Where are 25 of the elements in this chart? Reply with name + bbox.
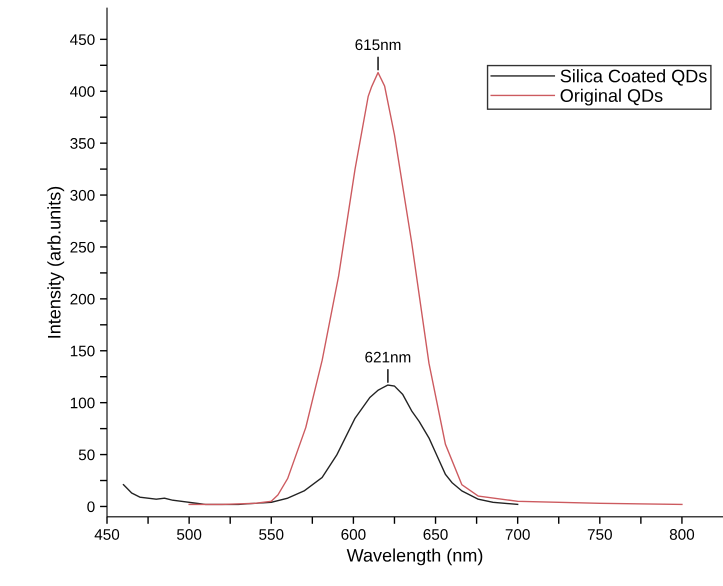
y-tick-label: 100: [70, 398, 95, 408]
x-tick-label: 800: [670, 529, 694, 540]
y-tick-label: 300: [70, 190, 95, 201]
y-tick-label: 200: [70, 294, 95, 305]
x-tick-label: 750: [588, 529, 612, 540]
y-axis-title: Intensity (arb.units): [47, 186, 64, 338]
legend-label: Original QDs: [560, 88, 662, 106]
y-tick-label: 450: [70, 34, 95, 46]
x-tick-label: 600: [341, 529, 366, 540]
y-tick-label: 150: [70, 346, 95, 356]
legend-label: Silica Coated QDs: [560, 69, 707, 86]
x-axis-title: Wavelength (nm): [346, 548, 482, 566]
y-tick-label: 400: [70, 86, 95, 97]
y-tick-label: 0: [87, 501, 95, 512]
x-tick-label: 550: [259, 529, 284, 540]
annotation: 621nm: [365, 352, 410, 363]
x-tick-label: 500: [177, 529, 202, 540]
line-series: [122, 384, 518, 506]
x-tick-label: 450: [94, 529, 120, 540]
y-tick-label: 250: [70, 242, 95, 253]
annotation: 615nm: [355, 39, 400, 50]
x-tick-label: 650: [424, 529, 448, 540]
y-tick-label: 350: [70, 138, 95, 149]
x-tick-label: 700: [506, 529, 530, 540]
y-tick-label: 50: [78, 449, 95, 460]
